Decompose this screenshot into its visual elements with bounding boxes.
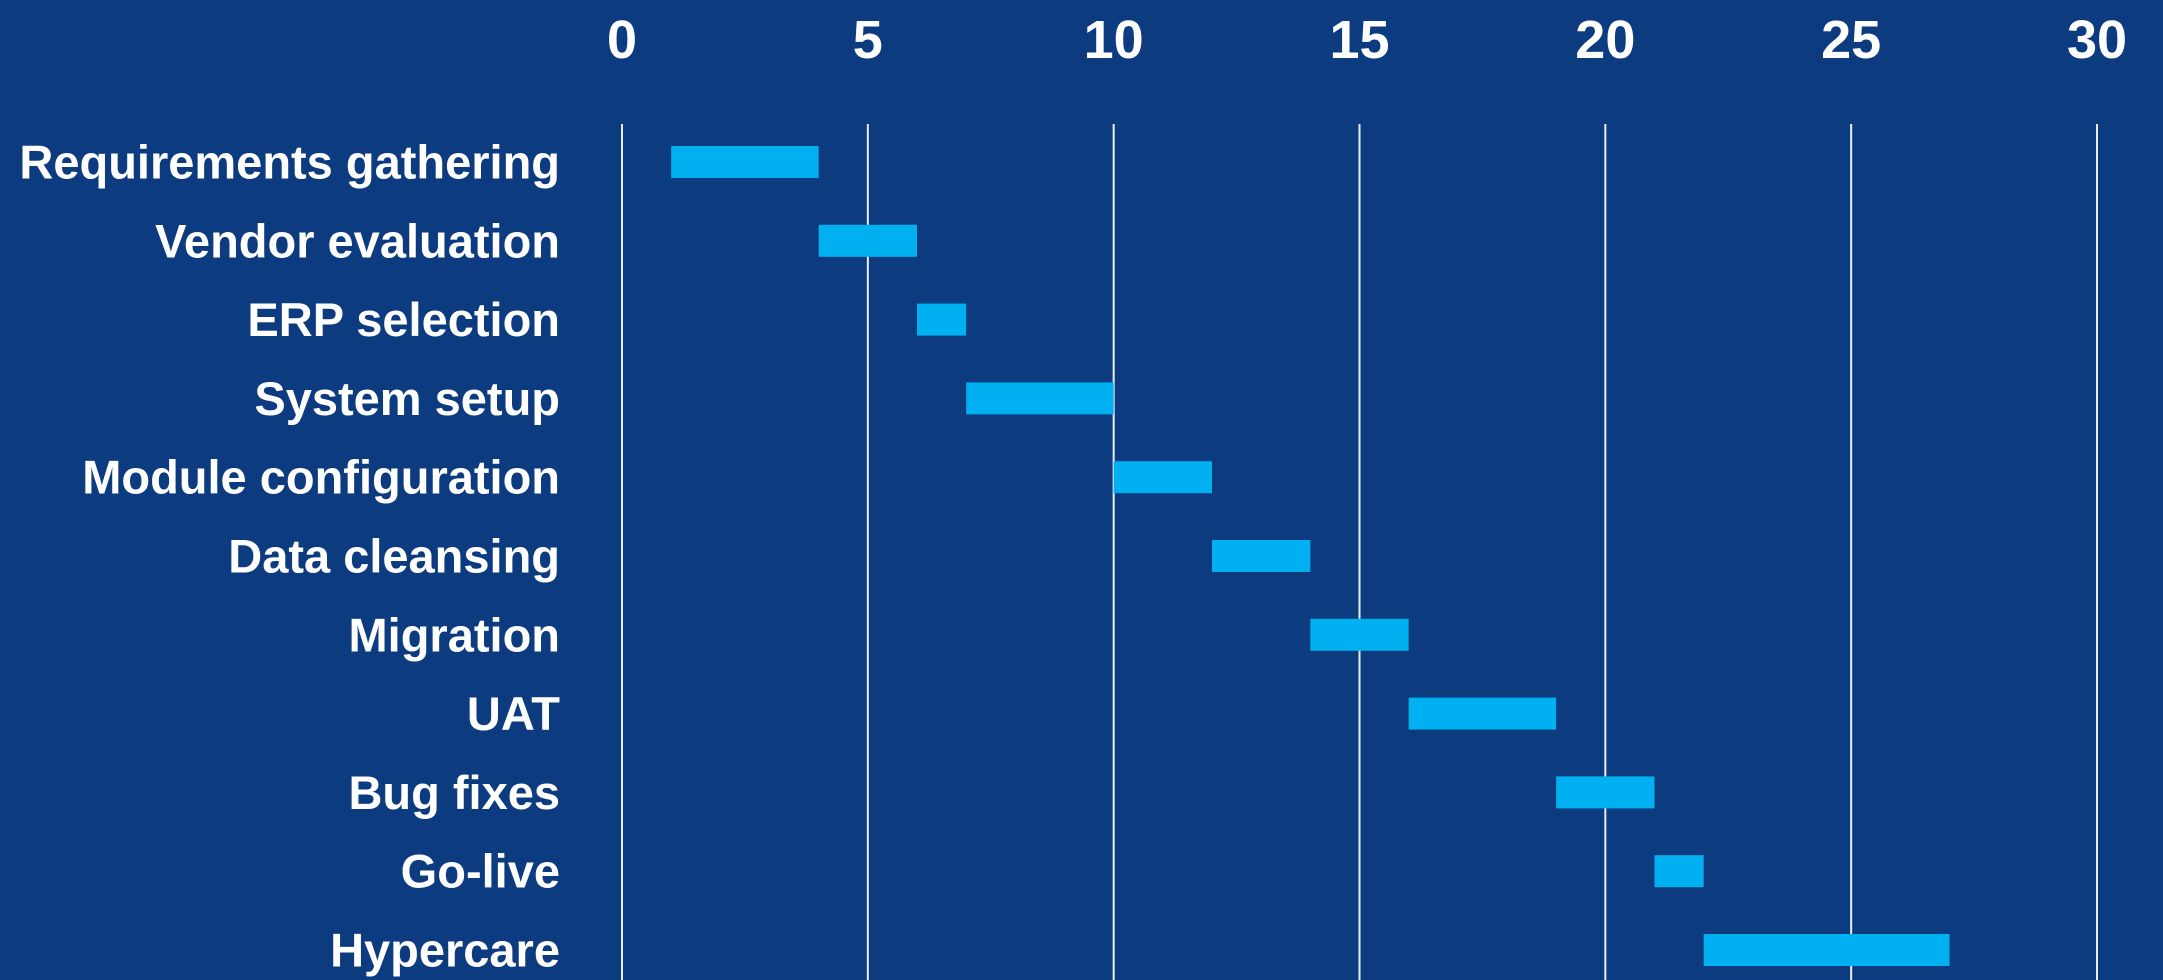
gridlines	[621, 124, 2098, 980]
task-bar-bug-fixes	[1556, 776, 1655, 809]
task-bars	[671, 146, 1950, 966]
task-bar-module-configuration	[1113, 461, 1212, 494]
task-label-go-live: Go-live	[401, 845, 560, 898]
x-tick-label-20: 20	[1575, 10, 1635, 70]
task-bar-migration	[1310, 618, 1409, 651]
task-bar-system-setup	[966, 382, 1114, 415]
x-tick-label-0: 0	[607, 10, 637, 70]
x-axis-tick-labels: 0 5 10 15 20 25 30	[607, 10, 2127, 70]
x-tick-label-5: 5	[853, 10, 883, 70]
x-tick-label-25: 25	[1821, 10, 1881, 70]
task-label-module-configuration: Module configuration	[82, 451, 560, 504]
task-bar-vendor-evaluation	[818, 224, 917, 257]
task-label-requirements-gathering: Requirements gathering	[19, 136, 560, 189]
x-tick-label-15: 15	[1329, 10, 1389, 70]
x-tick-label-10: 10	[1084, 10, 1144, 70]
task-label-vendor-evaluation: Vendor evaluation	[155, 214, 560, 267]
task-bar-data-cleansing	[1212, 540, 1311, 572]
task-label-hypercare: Hypercare	[330, 924, 560, 977]
task-label-data-cleansing: Data cleansing	[228, 530, 560, 583]
task-label-erp-selection: ERP selection	[247, 293, 560, 346]
task-label-system-setup: System setup	[254, 372, 560, 425]
x-tick-label-30: 30	[2067, 10, 2127, 70]
task-labels: Requirements gathering Vendor evaluation E…	[19, 136, 560, 977]
task-label-migration: Migration	[349, 608, 560, 661]
task-label-bug-fixes: Bug fixes	[348, 766, 560, 819]
task-label-uat: UAT	[467, 687, 560, 740]
task-bar-requirements-gathering	[671, 146, 819, 178]
task-bar-go-live	[1654, 855, 1704, 888]
task-bar-hypercare	[1703, 934, 1950, 966]
task-bar-erp-selection	[917, 303, 967, 336]
task-bar-uat	[1408, 697, 1557, 730]
